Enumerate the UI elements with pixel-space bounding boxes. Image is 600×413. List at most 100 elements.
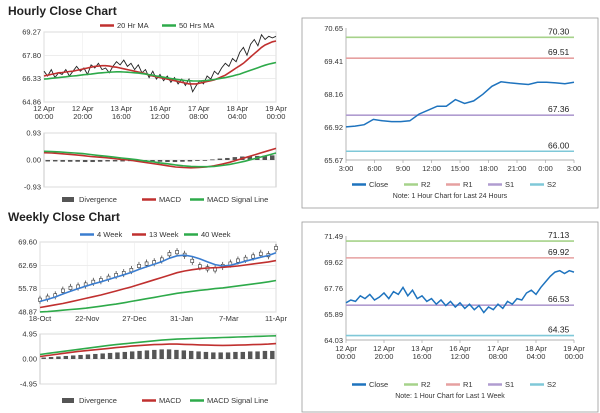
x-tick-label: 13 Apr 16:00 [110, 104, 132, 121]
divergence-bar [56, 356, 61, 359]
candle-body [198, 264, 202, 269]
divergence-bar [203, 351, 209, 359]
x-tick-label: 16 Apr 12:00 [149, 104, 171, 121]
divergence-bar [218, 352, 223, 359]
x-tick-label: 21:00 [508, 164, 527, 173]
series-line-4-week [39, 252, 277, 303]
x-tick-label: 12:00 [422, 164, 441, 173]
legend-s2-label: S2 [547, 380, 556, 389]
divergence-bar [122, 351, 128, 359]
level-label-s2: 64.35 [548, 325, 570, 335]
y-tick-label: 64.86 [22, 98, 41, 107]
candle-body [68, 285, 73, 290]
divergence-bar [225, 157, 230, 160]
divergence-bar [172, 160, 178, 163]
series-line-40-week [39, 279, 277, 313]
divergence-bar [188, 350, 194, 359]
y-tick-label: 71.49 [324, 232, 343, 241]
y-tick-label: 69.27 [22, 28, 41, 37]
divergence-bar [90, 160, 95, 163]
close-series-line [345, 81, 575, 128]
divergence-bar [247, 351, 253, 359]
y-tick-label: 64.03 [324, 336, 343, 345]
y-tick-label: 67.80 [22, 51, 41, 60]
weekly-section-title: Weekly Close Chart [8, 210, 120, 224]
candle-body [243, 256, 248, 261]
divergence-bar [174, 349, 179, 359]
x-tick-label: 18:00 [479, 164, 498, 173]
series-line-50-hrs-ma [43, 61, 277, 82]
divergence-bar [78, 354, 83, 359]
x-tick-label: 18-Oct [29, 314, 52, 323]
divergence-bar [63, 355, 69, 359]
divergence-bar [202, 160, 208, 161]
divergence-bar [45, 160, 50, 162]
y-tick-label: -4.95 [20, 380, 37, 389]
x-tick-label: 19 Apr 00:00 [265, 104, 287, 121]
candle-body [190, 258, 195, 263]
panel-frame [301, 17, 599, 209]
divergence-bar [166, 349, 172, 359]
x-tick-label: 12 Apr 20:00 [72, 104, 94, 121]
level-label-r2: 71.13 [548, 230, 570, 240]
level-label-s1: 66.53 [548, 294, 570, 304]
series-line-macd [39, 342, 277, 358]
x-tick-label: 27-Dec [122, 314, 146, 323]
divergence-bar [165, 160, 170, 163]
level-label-s1: 67.36 [548, 104, 570, 114]
legend-macd-label: MACD [159, 396, 182, 405]
divergence-bar [75, 160, 80, 162]
divergence-bar [67, 160, 73, 162]
y-tick-label: 67.76 [324, 284, 343, 293]
x-tick-label: 0:00 [538, 164, 553, 173]
chart-note: Note: 1 Hour Chart for Last 1 Week [395, 393, 505, 400]
legend-20-hr-ma-label: 20 Hr MA [117, 21, 149, 30]
divergence-bar [105, 160, 110, 162]
x-tick-label: 17 Apr 08:00 [188, 104, 210, 121]
divergence-bar [225, 352, 231, 359]
series-line-13-week [39, 259, 277, 309]
divergence-bar [48, 356, 54, 359]
candle-body [38, 297, 42, 302]
divergence-bar [115, 352, 120, 359]
divergence-bar [41, 357, 46, 359]
legend-s1-label: S1 [505, 180, 514, 189]
x-tick-label: 3:00 [567, 164, 582, 173]
x-tick-label: 31-Jan [170, 314, 193, 323]
y-tick-label: 55.78 [18, 284, 37, 293]
y-tick-label: 0.00 [26, 156, 41, 165]
y-tick-label: 69.60 [18, 238, 37, 247]
divergence-bar [211, 352, 216, 359]
candle-body [251, 254, 255, 259]
legend-r1-label: R1 [463, 380, 473, 389]
legend-40-week-label: 40 Week [201, 230, 231, 239]
divergence-bar [233, 351, 238, 359]
divergence-bar [97, 160, 103, 162]
divergence-bar [255, 351, 260, 359]
divergence-bar [120, 160, 125, 162]
divergence-bar [270, 155, 275, 160]
y-tick-label: 66.92 [324, 123, 343, 132]
divergence-bar [129, 351, 135, 359]
divergence-bar [262, 350, 268, 359]
divergence-bar [137, 350, 142, 359]
level-label-r1: 69.92 [548, 247, 570, 257]
legend-4-week-label: 4 Week [97, 230, 123, 239]
candle-body [175, 250, 179, 255]
hourly-section-title: Hourly Close Chart [8, 4, 117, 18]
divergence-bar [270, 350, 275, 359]
chart-note: Note: 1 Hour Chart for Last 24 Hours [393, 193, 508, 200]
y-tick-label: -0.93 [24, 183, 41, 192]
legend-divergence-label: Divergence [79, 195, 117, 204]
y-tick-label: 69.41 [324, 57, 343, 66]
divergence-bar [82, 160, 88, 163]
divergence-bar [232, 157, 238, 160]
legend-r2-label: R2 [421, 180, 431, 189]
y-tick-label: 68.16 [324, 90, 343, 99]
x-tick-label: 6:00 [367, 164, 382, 173]
level-label-r2: 70.30 [548, 26, 570, 36]
legend-divergence-swatch [62, 197, 74, 202]
divergence-bar [159, 349, 164, 359]
divergence-bar [210, 159, 215, 161]
